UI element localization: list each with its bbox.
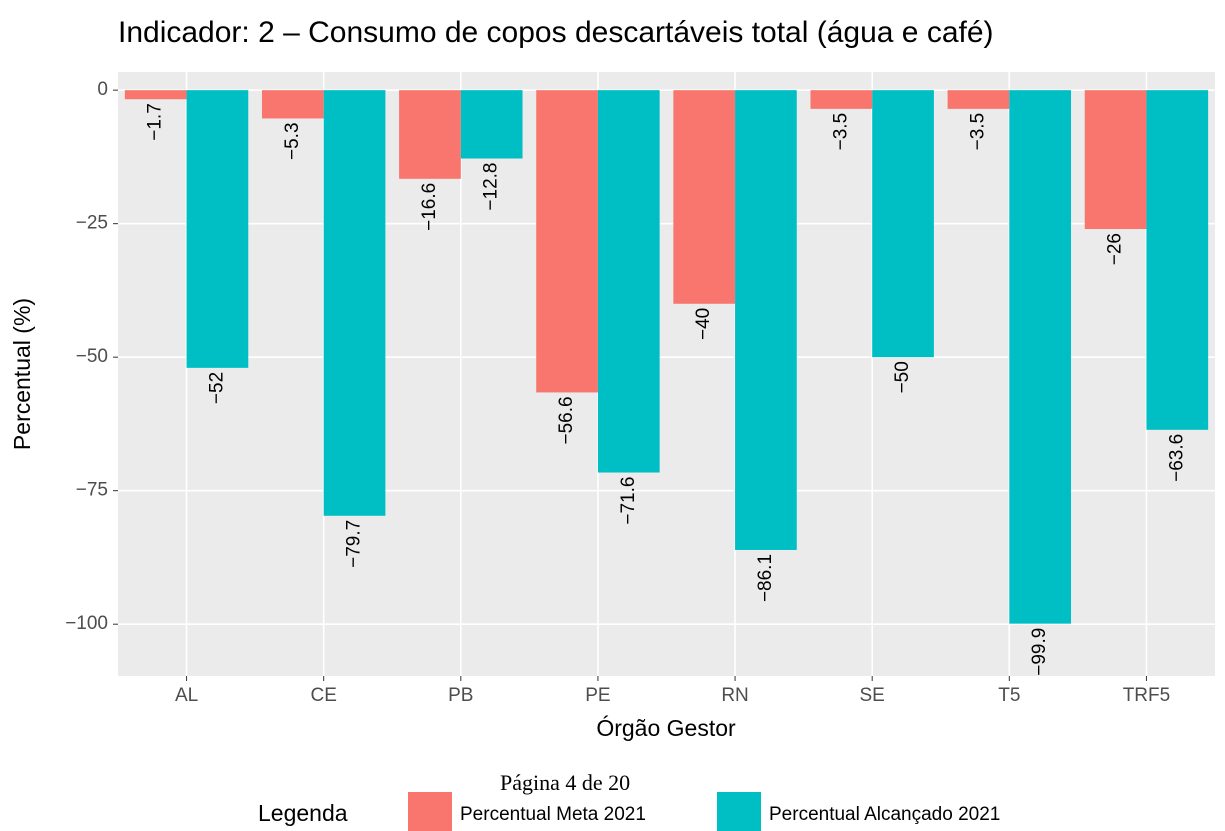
x-tick-label: AL bbox=[175, 685, 198, 706]
value-label: −79.7 bbox=[344, 520, 365, 568]
x-tick-label: TRF5 bbox=[1123, 685, 1171, 706]
value-label: −16.6 bbox=[419, 183, 440, 231]
legend-label: Percentual Meta 2021 bbox=[460, 804, 646, 825]
bar bbox=[261, 90, 324, 119]
value-label: −52 bbox=[206, 372, 227, 404]
bar bbox=[947, 90, 1010, 109]
bar bbox=[1009, 90, 1072, 624]
bar bbox=[810, 90, 873, 109]
bar bbox=[1146, 90, 1209, 430]
x-tick-label: RN bbox=[721, 685, 748, 706]
bar bbox=[460, 90, 523, 159]
x-tick-label: PE bbox=[585, 685, 610, 706]
bar bbox=[597, 90, 660, 473]
value-label: −63.6 bbox=[1166, 434, 1187, 482]
value-label: −3.5 bbox=[967, 113, 988, 151]
x-tick-label: CE bbox=[310, 685, 336, 706]
y-tick-label: −100 bbox=[65, 613, 108, 634]
bar bbox=[536, 90, 598, 393]
value-label: −56.6 bbox=[556, 396, 577, 444]
value-label: −40 bbox=[693, 308, 714, 340]
x-tick-label: PB bbox=[448, 685, 473, 706]
legend-title: Legenda bbox=[258, 800, 348, 826]
y-tick-label: 0 bbox=[97, 79, 108, 100]
value-label: −5.3 bbox=[282, 122, 303, 160]
bar bbox=[186, 90, 249, 368]
value-label: −50 bbox=[892, 361, 913, 393]
value-label: −12.8 bbox=[481, 163, 502, 211]
value-label: −26 bbox=[1105, 233, 1126, 265]
y-tick-label: −50 bbox=[76, 346, 108, 367]
legend-key bbox=[717, 792, 761, 831]
bar bbox=[399, 90, 461, 179]
y-tick-label: −25 bbox=[76, 213, 108, 234]
value-label: −86.1 bbox=[755, 554, 776, 602]
value-label: −1.7 bbox=[145, 103, 166, 141]
bar bbox=[1084, 90, 1147, 230]
value-label: −71.6 bbox=[618, 477, 639, 525]
legend-label: Percentual Alcançado 2021 bbox=[769, 804, 1000, 825]
legend-key bbox=[408, 792, 452, 831]
x-tick-label: SE bbox=[860, 685, 885, 706]
page-footer: Página 4 de 20 bbox=[500, 770, 630, 795]
value-label: −3.5 bbox=[830, 113, 851, 151]
x-axis-title: Órgão Gestor bbox=[596, 715, 736, 741]
bar bbox=[673, 90, 736, 304]
bar bbox=[872, 90, 934, 358]
y-axis-title: Percentual (%) bbox=[9, 298, 35, 450]
x-tick-label: T5 bbox=[998, 685, 1020, 706]
bar bbox=[735, 90, 797, 550]
chart-title: Indicador: 2 – Consumo de copos descartá… bbox=[118, 16, 994, 49]
bar bbox=[124, 90, 187, 100]
y-tick-label: −75 bbox=[76, 480, 108, 501]
bar bbox=[323, 90, 386, 516]
value-label: −99.9 bbox=[1029, 628, 1050, 676]
